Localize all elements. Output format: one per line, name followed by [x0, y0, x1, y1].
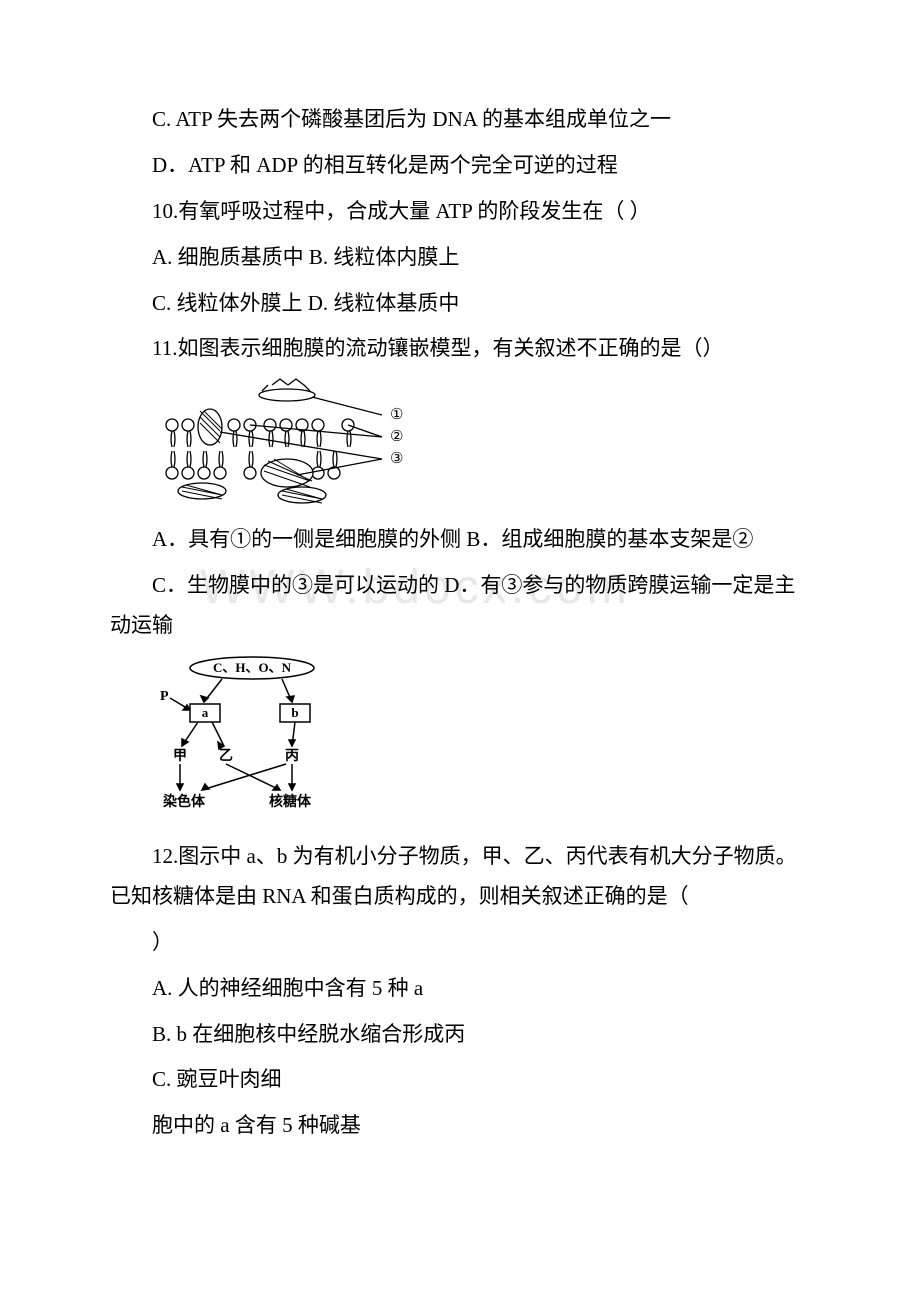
- fig11-label-1: ①: [390, 407, 403, 423]
- q9-opt-d: D．ATP 和 ADP 的相互转化是两个完全可逆的过程: [110, 146, 810, 186]
- fig12-b: b: [291, 705, 298, 720]
- q12-figure: C、H、O、N P a b 甲 乙 丙: [142, 654, 810, 829]
- q12-stem-close: ）: [110, 923, 810, 963]
- q12-opt-c: C. 豌豆叶肉细: [110, 1060, 810, 1100]
- q11-stem: 11.如图表示细胞膜的流动镶嵌模型，有关叙述不正确的是（）: [110, 329, 810, 369]
- q11-opt-cd: C．生物膜中的③是可以运动的 D．有③参与的物质跨膜运输一定是主动运输: [110, 566, 810, 646]
- fig12-a: a: [202, 705, 209, 720]
- q9-opt-c: C. ATP 失去两个磷酸基团后为 DNA 的基本组成单位之一: [110, 100, 810, 140]
- q10-opt-ab: A. 细胞质基质中 B. 线粒体内膜上: [110, 238, 810, 278]
- fig12-bing: 丙: [285, 748, 299, 764]
- fig12-ribo: 核糖体: [269, 793, 312, 810]
- q11-opt-ab: A．具有①的一侧是细胞膜的外侧 B．组成细胞膜的基本支架是②: [110, 520, 810, 560]
- page-content: C. ATP 失去两个磷酸基团后为 DNA 的基本组成单位之一 D．ATP 和 …: [0, 0, 920, 1252]
- q12-opt-c2: 胞中的 a 含有 5 种碱基: [110, 1106, 810, 1146]
- fig12-p: P: [160, 689, 169, 704]
- fig12-jia: 甲: [173, 748, 187, 764]
- fig11-label-3: ③: [390, 451, 403, 467]
- fig11-label-2: ②: [390, 429, 403, 445]
- q10-stem: 10.有氧呼吸过程中，合成大量 ATP 的阶段发生在（ ）: [110, 192, 810, 232]
- q12-opt-a: A. 人的神经细胞中含有 5 种 a: [110, 969, 810, 1009]
- q12-opt-b: B. b 在细胞核中经脱水缩合形成丙: [110, 1015, 810, 1055]
- q11-figure: ① ② ③: [142, 377, 810, 512]
- fig12-top: C、H、O、N: [213, 660, 292, 675]
- fig12-chrom: 染色体: [163, 793, 206, 810]
- q10-opt-cd: C. 线粒体外膜上 D. 线粒体基质中: [110, 284, 810, 324]
- fig12-yi: 乙: [219, 748, 233, 764]
- q12-stem: 12.图示中 a、b 为有机小分子物质，甲、乙、丙代表有机大分子物质。已知核糖体…: [110, 837, 810, 917]
